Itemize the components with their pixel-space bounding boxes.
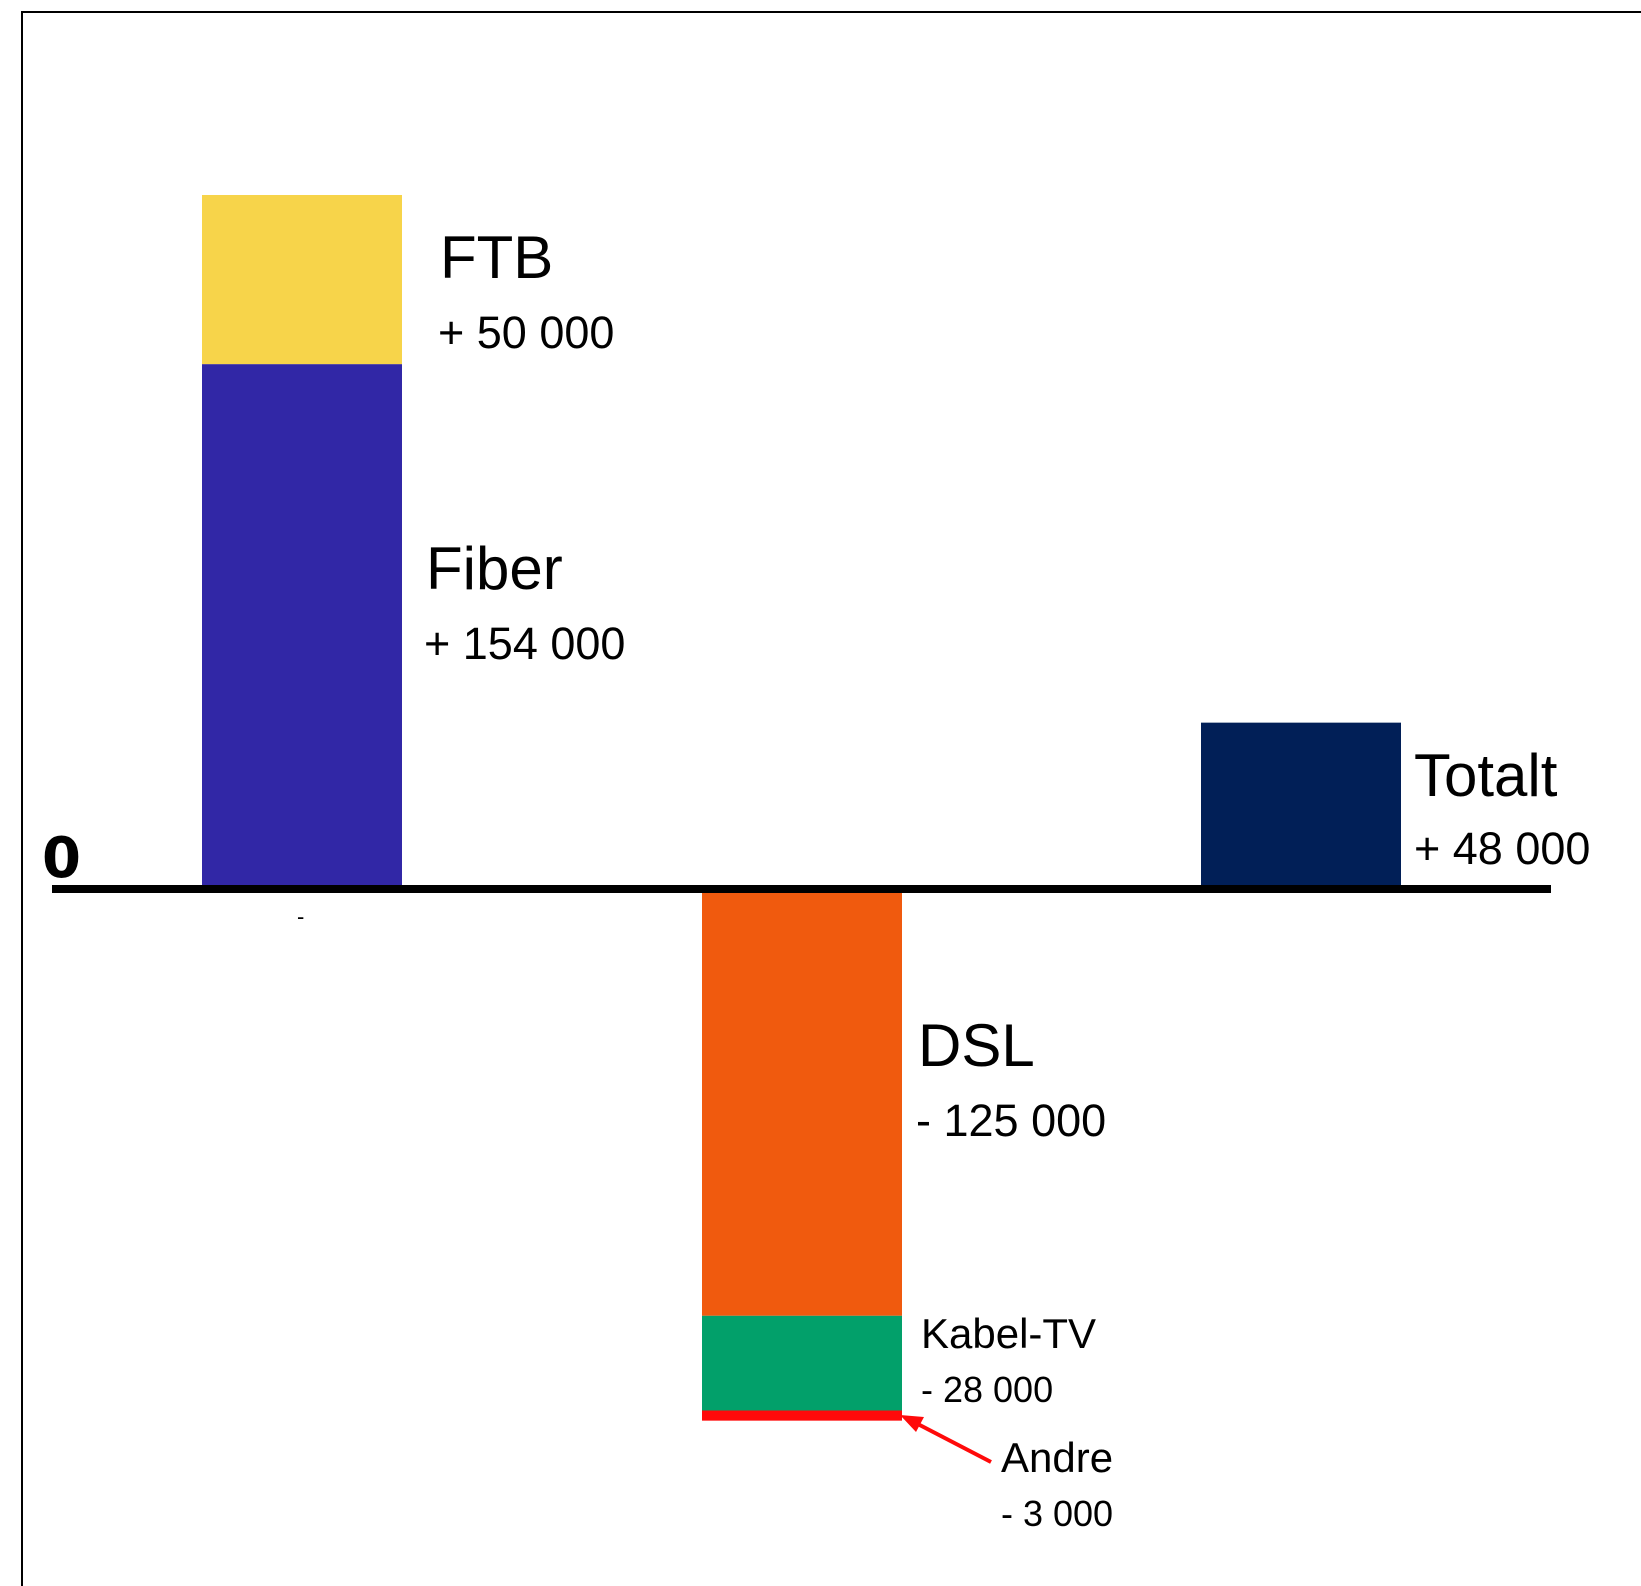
andre-arrow-line <box>911 1419 992 1464</box>
label-kabel-tv-value: - 28 000 <box>921 1369 1053 1410</box>
zero-label: 0 <box>42 826 81 891</box>
label-fiber-value: + 154 000 <box>424 618 625 669</box>
label-totalt-name: Totalt <box>1414 742 1558 809</box>
bar-dsl <box>702 893 902 1316</box>
label-dsl-value: - 125 000 <box>916 1095 1106 1146</box>
label-fiber-name: Fiber <box>426 535 563 602</box>
label-kabel-tv-name: Kabel-TV <box>921 1310 1096 1357</box>
label-ftb-value: + 50 000 <box>438 307 614 358</box>
bar-kabel-tv <box>702 1315 902 1411</box>
label-ftb-name: FTB <box>440 224 553 291</box>
bar-andre <box>702 1410 902 1421</box>
label-dsl-name: DSL <box>918 1012 1035 1079</box>
bar-fiber <box>202 364 402 885</box>
label-andre-name: Andre <box>1001 1434 1113 1481</box>
label-totalt-value: + 48 000 <box>1414 823 1590 874</box>
chart-frame <box>21 11 1641 1586</box>
andre-arrow-head <box>900 1415 924 1432</box>
tick-mark-label: - <box>297 904 304 929</box>
bar-totalt <box>1201 722 1401 885</box>
bar-ftb <box>202 195 402 365</box>
label-andre-value: - 3 000 <box>1001 1493 1113 1534</box>
